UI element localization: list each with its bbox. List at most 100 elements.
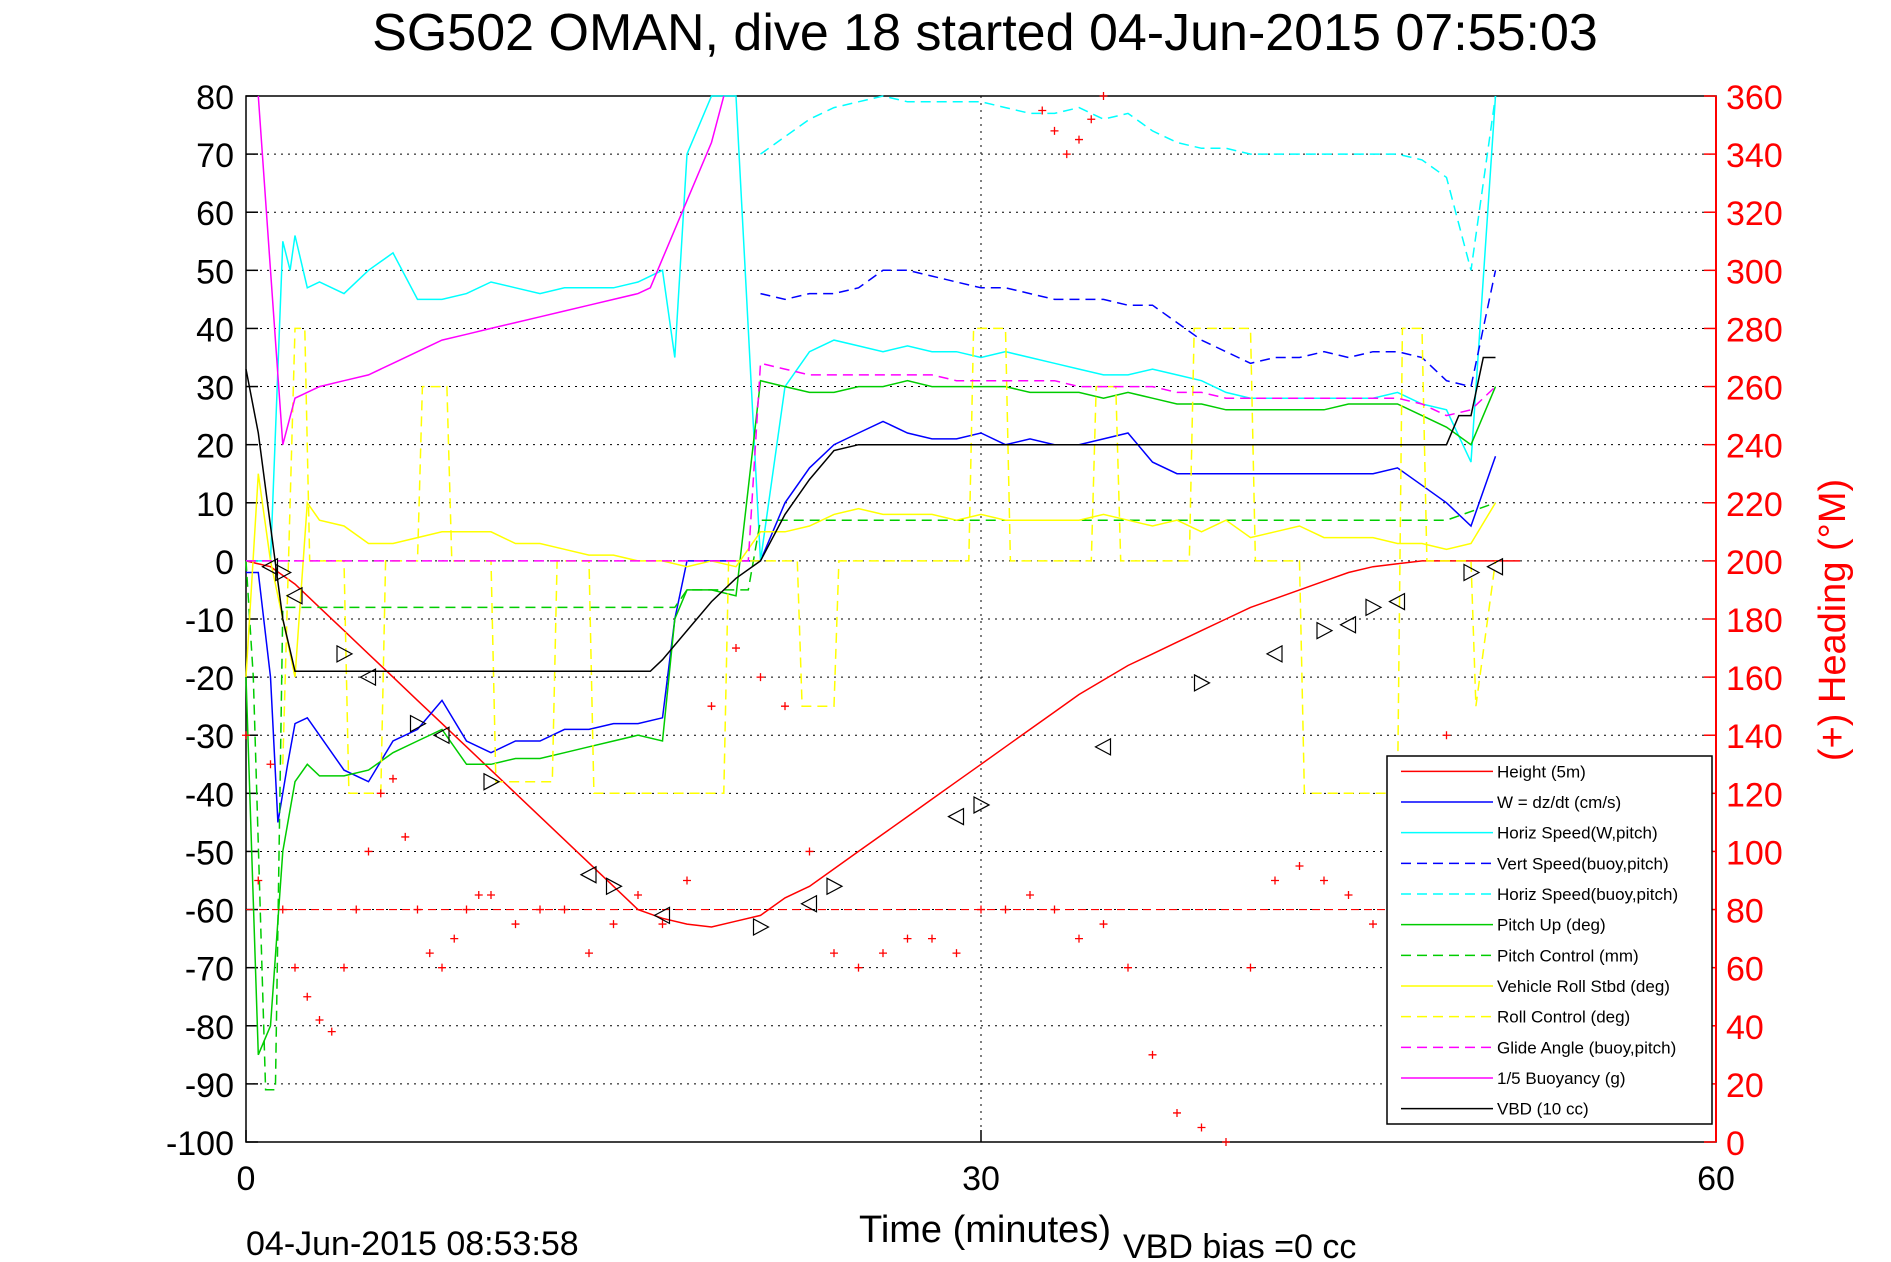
y-tick-label: 60 bbox=[196, 195, 234, 233]
heading-point bbox=[1173, 1108, 1181, 1117]
triangle-marker bbox=[483, 772, 501, 791]
heading-point bbox=[1038, 106, 1047, 115]
right-y-tick-label: 20 bbox=[1726, 1067, 1764, 1105]
heading-point bbox=[609, 920, 618, 929]
right-y-tick-label: 260 bbox=[1726, 370, 1783, 408]
triangle-marker bbox=[1388, 592, 1406, 611]
y-tick-label: -60 bbox=[185, 893, 234, 931]
y-tick-label: -100 bbox=[166, 1125, 234, 1163]
y-tick-label: -70 bbox=[185, 951, 234, 989]
heading-point bbox=[1001, 905, 1010, 914]
series-1-5-buoyancy-g bbox=[257, 95, 725, 445]
right-y-tick-label: 240 bbox=[1726, 428, 1783, 466]
x-tick-label: 30 bbox=[962, 1160, 1000, 1198]
heading-point bbox=[425, 949, 434, 958]
triangle-marker bbox=[947, 807, 965, 826]
legend-entry: VBD (10 cc) bbox=[1497, 1100, 1589, 1119]
heading-point bbox=[303, 992, 312, 1001]
legend-entry: Height (5m) bbox=[1497, 762, 1586, 781]
x-axis-label: Time (minutes) bbox=[859, 1209, 1111, 1251]
triangle-marker bbox=[1094, 737, 1112, 756]
heading-point bbox=[952, 949, 961, 958]
heading-point bbox=[254, 876, 263, 885]
y-tick-label: -30 bbox=[185, 718, 234, 756]
triangle-marker bbox=[653, 906, 671, 925]
y-tick-label: -50 bbox=[185, 834, 234, 872]
legend-entry: Roll Control (deg) bbox=[1497, 1008, 1630, 1027]
series-vbd-10-cc bbox=[245, 356, 1496, 673]
series-group bbox=[245, 95, 1520, 1091]
triangle-marker bbox=[275, 563, 293, 582]
heading-point bbox=[1320, 876, 1328, 885]
heading-point bbox=[903, 934, 912, 943]
heading-point bbox=[487, 891, 495, 900]
heading-point bbox=[928, 934, 936, 943]
triangle-marker bbox=[1365, 598, 1383, 617]
series-vehicle-roll-stbd-deg bbox=[245, 473, 1497, 678]
legend-entry: Glide Angle (buoy,pitch) bbox=[1497, 1038, 1676, 1057]
heading-point bbox=[352, 905, 361, 914]
vbd-bias-label: VBD bias =0 cc bbox=[1123, 1228, 1356, 1262]
triangle-markers bbox=[261, 557, 1504, 936]
heading-point bbox=[1124, 963, 1132, 972]
chart-title: SG502 OMAN, dive 18 started 04-Jun-2015 … bbox=[372, 4, 1598, 62]
y-tick-label: 20 bbox=[196, 428, 234, 466]
heading-point bbox=[756, 673, 765, 682]
right-y-tick-label: 80 bbox=[1726, 893, 1764, 931]
y-tick-label: -20 bbox=[185, 660, 234, 698]
triangle-marker bbox=[409, 714, 427, 733]
series-w-dz-dt-cm-s bbox=[246, 420, 1497, 823]
y-tick-label: -10 bbox=[185, 602, 234, 640]
x-tick-label: 60 bbox=[1697, 1160, 1735, 1198]
right-y-tick-label: 140 bbox=[1726, 718, 1783, 756]
triangle-marker bbox=[605, 877, 623, 896]
heading-point bbox=[634, 891, 642, 900]
y-tick-label: -80 bbox=[185, 1009, 234, 1047]
y-tick-label: 80 bbox=[196, 79, 234, 117]
heading-point bbox=[1026, 891, 1034, 900]
heading-point bbox=[438, 963, 446, 972]
y-tick-label: 70 bbox=[196, 137, 234, 175]
heading-point bbox=[327, 1027, 336, 1036]
heading-point bbox=[474, 891, 483, 900]
heading-point bbox=[1222, 1138, 1230, 1146]
legend-entry: Horiz Speed(W,pitch) bbox=[1497, 824, 1658, 843]
heading-point bbox=[1075, 135, 1083, 144]
heading-point bbox=[1148, 1050, 1157, 1059]
triangle-marker bbox=[261, 557, 279, 576]
triangle-marker bbox=[800, 894, 818, 913]
heading-point bbox=[389, 774, 397, 783]
triangle-marker bbox=[336, 644, 354, 663]
axes: 80706050403020100-10-20-30-40-50-60-70-8… bbox=[166, 79, 1783, 1198]
heading-point bbox=[658, 920, 667, 929]
legend-entry: 1/5 Buoyancy (g) bbox=[1497, 1069, 1626, 1088]
heading-point bbox=[830, 949, 838, 958]
series-pitch-control-mm bbox=[245, 502, 1496, 1091]
right-y-tick-label: 0 bbox=[1726, 1125, 1745, 1163]
y-tick-label: 40 bbox=[196, 311, 234, 349]
heading-point bbox=[1050, 905, 1059, 914]
heading-point bbox=[1295, 861, 1304, 870]
triangle-marker bbox=[579, 865, 597, 884]
heading-point bbox=[1246, 963, 1255, 972]
heading-point bbox=[1087, 115, 1096, 124]
right-y-tick-label: 160 bbox=[1726, 660, 1783, 698]
right-y-tick-label: 100 bbox=[1726, 834, 1783, 872]
triangle-marker bbox=[1193, 673, 1211, 692]
heading-point bbox=[536, 905, 544, 914]
heading-point bbox=[585, 949, 593, 958]
heading-point bbox=[805, 847, 814, 856]
right-y-tick-label: 120 bbox=[1726, 776, 1783, 814]
triangle-marker bbox=[1339, 615, 1357, 634]
heading-point bbox=[1369, 920, 1377, 929]
heading-point bbox=[1344, 891, 1353, 900]
footer-timestamp: 04-Jun-2015 08:53:58 bbox=[246, 1225, 579, 1262]
heading-point bbox=[376, 789, 385, 798]
legend-entry: Pitch Control (mm) bbox=[1497, 946, 1639, 965]
y-tick-label: 30 bbox=[196, 370, 234, 408]
heading-point bbox=[364, 847, 373, 856]
heading-point bbox=[462, 905, 471, 914]
series-horiz-speed-w-pitch bbox=[246, 95, 1497, 562]
heading-point bbox=[450, 934, 459, 943]
right-axis-label: (+) Heading (°M) bbox=[1812, 479, 1854, 761]
